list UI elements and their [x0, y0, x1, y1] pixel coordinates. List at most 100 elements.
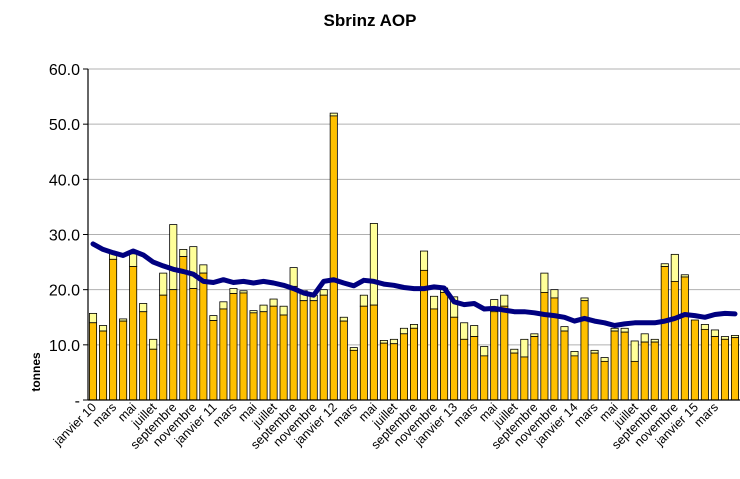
bar-upper-segment	[550, 289, 559, 299]
bar	[460, 338, 469, 401]
bar-upper-segment	[379, 340, 388, 344]
bar	[450, 316, 459, 401]
bar-upper-segment	[570, 351, 579, 357]
bar	[359, 305, 368, 401]
bar-upper-segment	[480, 346, 489, 357]
bar-upper-segment	[710, 329, 719, 337]
bar-upper-segment	[670, 253, 679, 282]
bar-upper-segment	[99, 325, 108, 332]
bar-upper-segment	[399, 327, 408, 335]
bar	[440, 292, 449, 401]
bar	[660, 266, 669, 401]
bar	[570, 355, 579, 401]
bar	[149, 348, 158, 401]
bar	[640, 341, 649, 401]
bar	[159, 294, 168, 401]
bar	[199, 272, 208, 401]
bar-upper-segment	[149, 338, 158, 350]
bar-upper-segment	[139, 303, 148, 313]
bar	[209, 320, 218, 401]
bar-upper-segment	[580, 297, 589, 302]
bar	[389, 343, 398, 401]
bar-upper-segment	[650, 338, 659, 343]
bar	[109, 258, 118, 401]
bar-upper-segment	[359, 294, 368, 307]
bar	[580, 300, 589, 401]
bar	[119, 320, 128, 401]
bar-upper-segment	[179, 248, 188, 257]
bar-upper-segment	[159, 272, 168, 296]
bar	[490, 311, 499, 401]
x-tick-labels: janvier 10marsmaijuilletseptembrenovembr…	[50, 400, 721, 452]
bar-upper-segment	[169, 224, 178, 291]
bar	[430, 308, 439, 401]
bar	[269, 305, 278, 401]
bar-upper-segment	[279, 305, 288, 316]
bar	[590, 352, 599, 401]
bar	[319, 294, 328, 401]
y-tick-labels: - 10.0 20.0 30.0 40.0 50.0 60.0	[49, 62, 80, 410]
bar-upper-segment	[500, 294, 509, 307]
bar-upper-segment	[219, 301, 228, 310]
bar	[650, 341, 659, 401]
bar	[720, 338, 729, 401]
bar-upper-segment	[209, 315, 218, 321]
bar-upper-segment	[620, 327, 629, 333]
bar-upper-segment	[520, 338, 529, 358]
bar-upper-segment	[129, 253, 138, 267]
bar-upper-segment	[269, 298, 278, 307]
bar	[219, 308, 228, 401]
bar-upper-segment	[409, 324, 419, 329]
bar-upper-segment	[720, 336, 729, 340]
bar-upper-segment	[319, 289, 328, 296]
bar-upper-segment	[530, 333, 539, 337]
bar	[600, 360, 609, 401]
bar	[129, 266, 138, 401]
y-tick-label: 40.0	[49, 172, 80, 189]
trend-line	[90, 241, 738, 328]
bar	[399, 333, 408, 401]
bar-upper-segment	[369, 223, 378, 306]
bar-upper-segment	[189, 246, 198, 289]
bar-upper-segment	[289, 267, 298, 287]
bar-upper-segment	[510, 348, 519, 354]
y-tick-label: 60.0	[49, 62, 80, 79]
bar	[309, 300, 318, 401]
bar	[99, 330, 108, 401]
bar	[179, 256, 188, 401]
bar	[710, 336, 719, 401]
y-tick-label: 10.0	[49, 338, 80, 355]
bar	[299, 300, 308, 401]
bar-upper-segment	[460, 322, 469, 340]
bar-upper-segment	[349, 347, 358, 351]
bar	[189, 288, 198, 401]
bar	[369, 304, 378, 401]
bar	[259, 311, 268, 401]
bar-upper-segment	[470, 325, 479, 337]
bar	[249, 312, 258, 401]
bar	[339, 320, 348, 401]
bar	[560, 330, 569, 401]
bar	[500, 305, 509, 401]
bar	[239, 292, 248, 401]
bar	[229, 293, 238, 401]
bars	[89, 112, 739, 401]
bar	[540, 292, 549, 401]
axes	[87, 69, 740, 401]
bar-upper-segment	[540, 272, 549, 293]
bar	[620, 331, 629, 401]
chart-title: Sbrinz AOP	[324, 11, 417, 30]
bar	[169, 289, 178, 401]
y-axis-label: tonnes	[29, 352, 43, 392]
bar	[379, 342, 388, 401]
bar	[139, 311, 148, 401]
y-tick-label: 30.0	[49, 228, 80, 245]
bar-upper-segment	[700, 324, 709, 330]
bar-upper-segment	[339, 316, 348, 322]
x-tick-label: mars	[691, 400, 721, 430]
bar-upper-segment	[590, 349, 599, 354]
bar	[670, 280, 679, 401]
bar-upper-segment	[660, 263, 669, 267]
bar-upper-segment	[420, 250, 429, 271]
